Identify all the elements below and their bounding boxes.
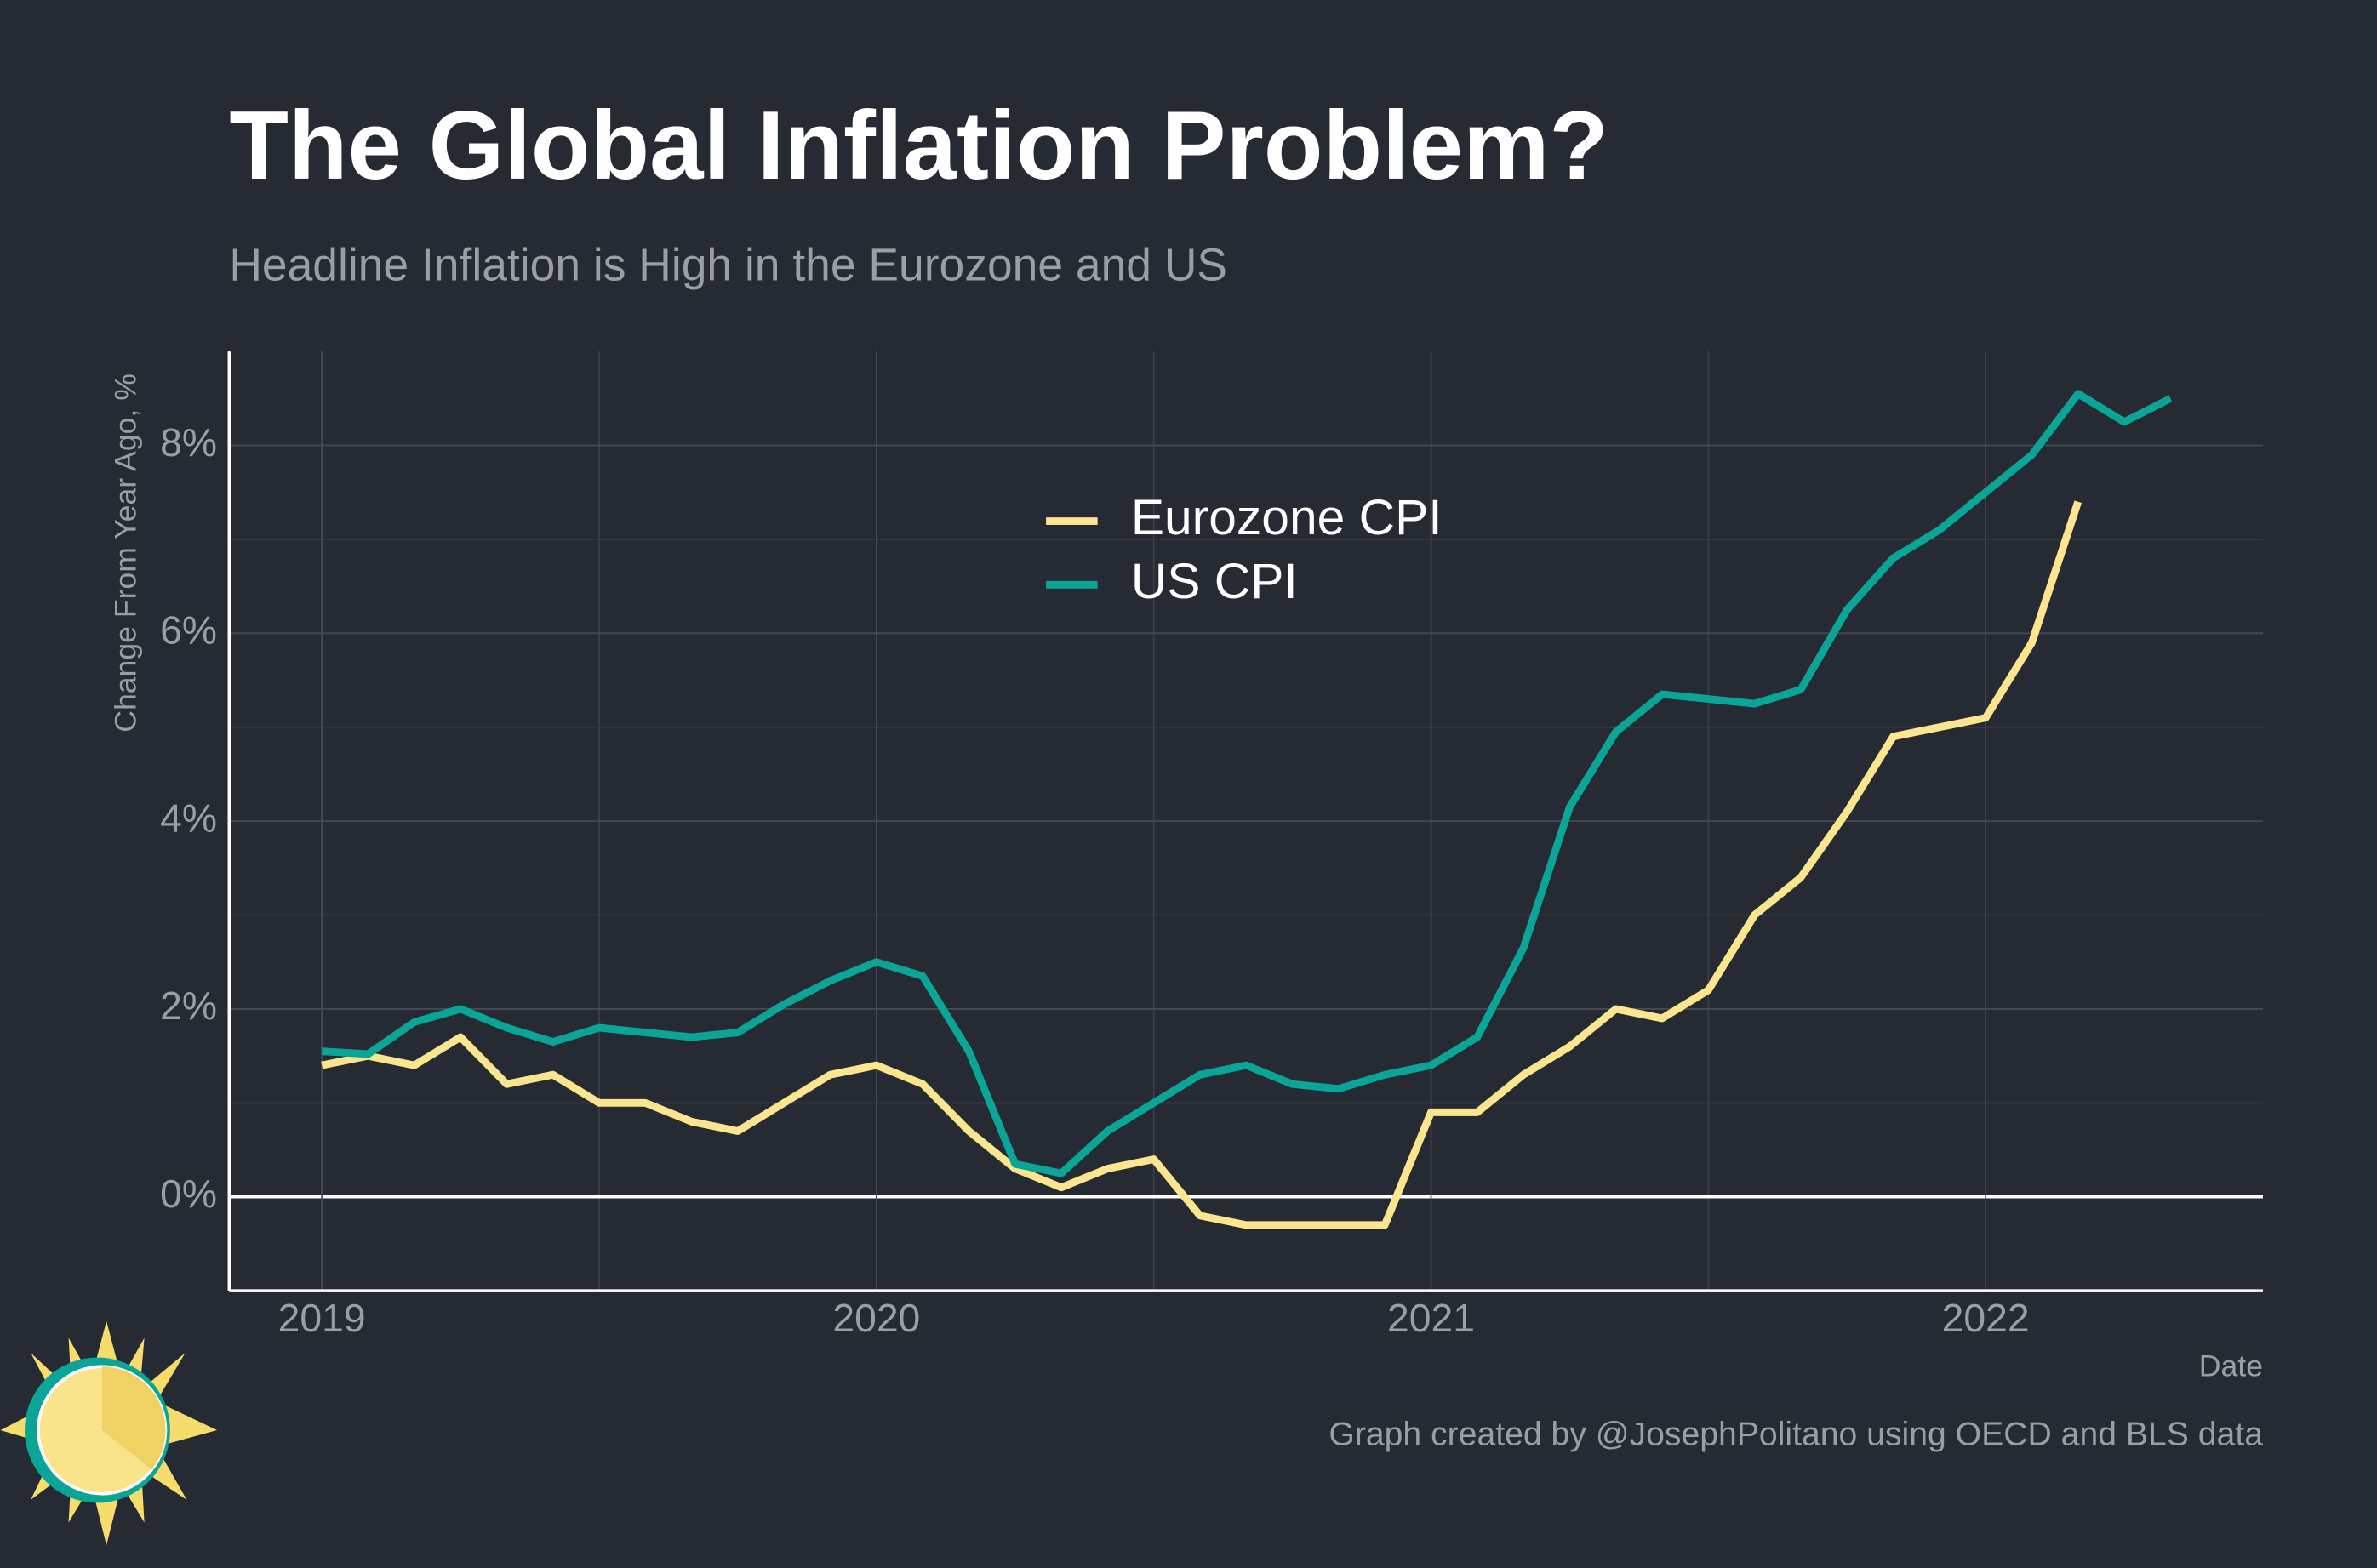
- logo: [0, 1320, 218, 1546]
- x-axis-title: Date: [2199, 1348, 2263, 1383]
- y-tick-label: 0%: [160, 1172, 217, 1216]
- x-tick-label: 2021: [1387, 1296, 1475, 1340]
- x-tick-label: 2020: [832, 1296, 920, 1340]
- caption: Graph created by @JosephPolitano using O…: [1328, 1416, 2263, 1452]
- logo-shade: [101, 1366, 166, 1470]
- data-line: [321, 500, 2083, 1229]
- legend-label: Eurozone CPI: [1131, 490, 1443, 545]
- data-line: [321, 390, 2173, 1177]
- y-tick-label: 8%: [160, 420, 217, 465]
- x-tick-label: 2022: [1942, 1296, 2030, 1340]
- chart-title: The Global Inflation Problem?: [229, 92, 1608, 200]
- y-tick-label: 6%: [160, 608, 217, 653]
- y-tick-label: 4%: [160, 795, 217, 840]
- x-tick-label: 2019: [278, 1296, 366, 1340]
- legend-label: US CPI: [1131, 554, 1298, 609]
- y-tick-label: 2%: [160, 984, 217, 1028]
- chart-subtitle: Headline Inflation is High in the Eurozo…: [229, 240, 1227, 290]
- y-axis-title: Change From Year Ago, %: [108, 373, 142, 733]
